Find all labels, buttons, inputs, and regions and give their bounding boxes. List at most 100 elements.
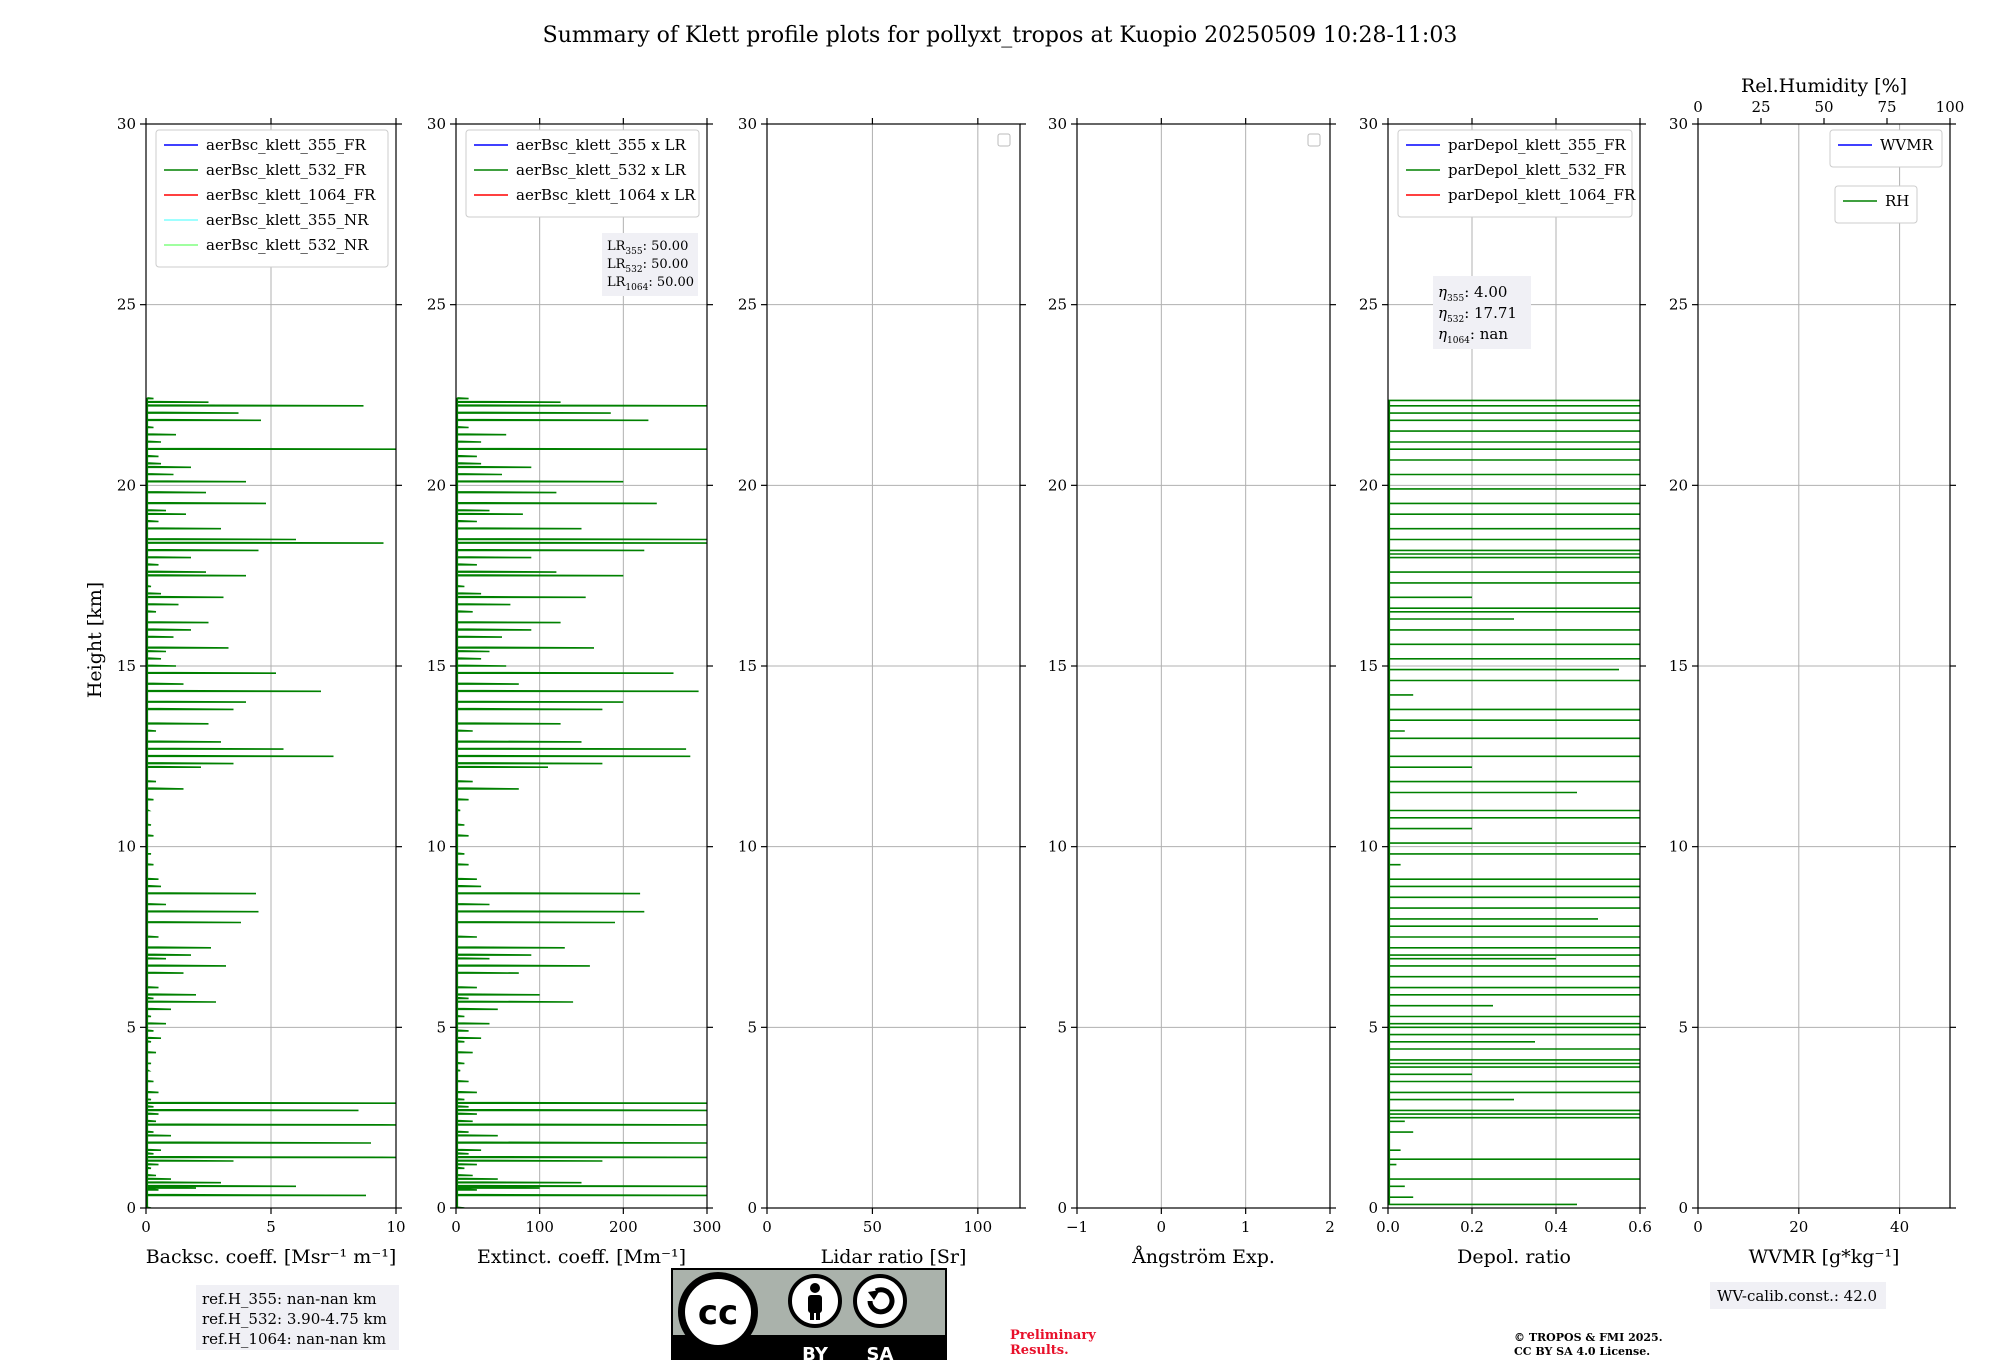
legend-label: aerBsc_klett_355_FR xyxy=(206,136,366,154)
y-tick-label: 25 xyxy=(1669,296,1688,314)
y-tick-label: 10 xyxy=(1359,838,1378,856)
y-tick-label: 15 xyxy=(1669,657,1688,675)
series-line-bsc xyxy=(146,397,396,1208)
y-tick-label: 25 xyxy=(117,296,136,314)
x-tick-label: 100 xyxy=(964,1218,993,1236)
y-tick-label: 30 xyxy=(427,115,446,133)
legend: aerBsc_klett_355 x LR aerBsc_klett_532 x … xyxy=(465,129,700,218)
copyright-line2: CC BY SA 4.0 License. xyxy=(1514,1345,1650,1358)
y-tick-label: 5 xyxy=(1368,1018,1378,1036)
ref-height-text: ref.H_355: nan-nan km xyxy=(202,1290,377,1308)
lr-value: LR355: 50.00 xyxy=(607,239,688,257)
y-tick-label: 15 xyxy=(427,657,446,675)
y-tick-label: 10 xyxy=(117,838,136,856)
x-tick-label: 10 xyxy=(386,1218,405,1236)
y-tick-label: 10 xyxy=(1669,838,1688,856)
empty-legend xyxy=(997,133,1011,147)
y-tick-label: 20 xyxy=(1048,476,1067,494)
y-tick-label: 15 xyxy=(1048,657,1067,675)
y-tick-label: 20 xyxy=(1359,476,1378,494)
x-tick-label: 0.6 xyxy=(1628,1218,1652,1236)
x-axis-label: Lidar ratio [Sr] xyxy=(821,1246,967,1268)
legend-label: WVMR xyxy=(1880,136,1934,154)
series-line-dep xyxy=(1388,399,1640,1206)
x-tick-label: 20 xyxy=(1789,1218,1808,1236)
x-tick-label: 50 xyxy=(863,1218,882,1236)
y-tick-label: 30 xyxy=(117,115,136,133)
figure-title: Summary of Klett profile plots for polly… xyxy=(543,23,1458,48)
y-tick-label: 5 xyxy=(436,1018,446,1036)
legend-label: aerBsc_klett_1064_FR xyxy=(206,186,376,204)
y-tick-label: 30 xyxy=(1669,115,1688,133)
panel-dep: 0 5 10 15 20 25 30 0.0 0.2 0.4 0.6 Depol. ratio parD… xyxy=(1359,115,1652,1268)
legend-label: aerBsc_klett_532_FR xyxy=(206,161,366,179)
cc-icon: cc xyxy=(698,1293,738,1333)
legend-frame xyxy=(1397,129,1633,218)
panel-bsc: 0 5 10 15 20 25 30 0 5 10 Backsc. coeff. [Msr⁻¹ m⁻… xyxy=(117,115,406,1350)
x-tick-label: 0.2 xyxy=(1460,1218,1484,1236)
y-tick-label: 25 xyxy=(427,296,446,314)
y-axis-label: Height [km] xyxy=(84,582,106,698)
y-tick-label: 15 xyxy=(1359,657,1378,675)
ref-box xyxy=(196,1285,399,1350)
x-tick-label: 40 xyxy=(1890,1218,1909,1236)
y-tick-label: 15 xyxy=(117,657,136,675)
copyright-line1: © TROPOS & FMI 2025. xyxy=(1514,1331,1663,1344)
panel-wv: 0 5 10 15 20 25 30 0 20 40 WVMR [g*kg⁻¹] 0 25 50 75 100… xyxy=(1669,75,1964,1309)
person-icon xyxy=(788,1274,842,1328)
share-alike-icon xyxy=(853,1274,907,1328)
y-tick-label: 10 xyxy=(1048,838,1067,856)
y-tick-label: 20 xyxy=(427,476,446,494)
legend: parDepol_klett_355_FR parDepol_klett_532_… xyxy=(1397,129,1636,218)
wv-calib-text: WV-calib.const.: 42.0 xyxy=(1717,1287,1877,1305)
x-tick-label: 300 xyxy=(693,1218,722,1236)
lr-value: LR1064: 50.00 xyxy=(607,275,694,293)
top-x-tick-label: 50 xyxy=(1814,98,1833,116)
x-tick-label: 0 xyxy=(1693,1218,1703,1236)
y-tick-label: 5 xyxy=(1057,1018,1067,1036)
legend: aerBsc_klett_355_FR aerBsc_klett_532_FRae… xyxy=(155,129,389,268)
x-tick-label: 0 xyxy=(1157,1218,1167,1236)
x-tick-label: 0 xyxy=(141,1218,151,1236)
legend-2: RH xyxy=(1834,185,1918,224)
y-tick-label: 30 xyxy=(1048,115,1067,133)
x-axis-label: WVMR [g*kg⁻¹] xyxy=(1749,1246,1900,1268)
wv-calib-box xyxy=(1710,1282,1886,1309)
cc-license-badge[interactable]: cc BY SA xyxy=(671,1268,947,1360)
y-tick-label: 15 xyxy=(738,657,757,675)
y-tick-label: 25 xyxy=(1359,296,1378,314)
cc-sa-label: SA xyxy=(867,1344,894,1360)
top-x-tick-label: 0 xyxy=(1693,98,1703,116)
legend-label: aerBsc_klett_1064 x LR xyxy=(516,186,696,204)
empty-legend xyxy=(1307,133,1321,147)
cc-by-label: BY xyxy=(802,1344,829,1360)
y-tick-label: 25 xyxy=(1048,296,1067,314)
preliminary-label-line1: Preliminary xyxy=(1010,1328,1096,1343)
legend: WVMR xyxy=(1829,129,1943,168)
y-tick-label: 5 xyxy=(1678,1018,1688,1036)
legend-label: RH xyxy=(1885,192,1909,210)
y-tick-label: 5 xyxy=(747,1018,757,1036)
ref-height-text: ref.H_1064: nan-nan km xyxy=(202,1330,386,1348)
ref-height-text: ref.H_532: 3.90-4.75 km xyxy=(202,1310,387,1328)
y-tick-label: 20 xyxy=(117,476,136,494)
y-tick-label: 0 xyxy=(1368,1199,1378,1217)
legend-label: aerBsc_klett_532 x LR xyxy=(516,161,687,179)
y-tick-label: 20 xyxy=(1669,476,1688,494)
legend-frame xyxy=(465,129,700,218)
x-tick-label: 1 xyxy=(1241,1218,1251,1236)
y-tick-label: 0 xyxy=(436,1199,446,1217)
legend-frame xyxy=(1829,129,1943,168)
x-tick-label: 100 xyxy=(525,1218,554,1236)
eta-box xyxy=(1433,276,1531,349)
eta-value: η532: 17.71 xyxy=(1438,304,1517,325)
y-tick-label: 0 xyxy=(126,1199,136,1217)
lr-value: LR532: 50.00 xyxy=(607,257,688,275)
y-tick-label: 0 xyxy=(747,1199,757,1217)
x-axis-label: Ångström Exp. xyxy=(1131,1246,1275,1268)
lr-box xyxy=(602,233,698,296)
legend-label: parDepol_klett_1064_FR xyxy=(1448,186,1636,204)
